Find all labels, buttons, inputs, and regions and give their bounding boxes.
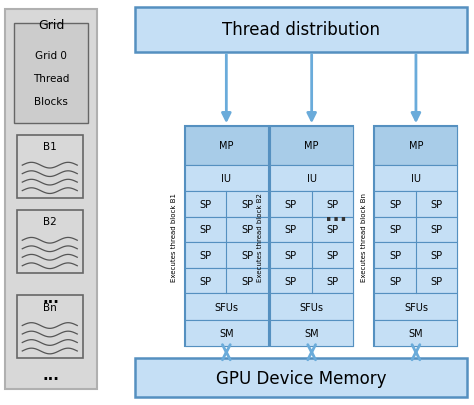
FancyBboxPatch shape xyxy=(374,127,457,346)
Text: SM: SM xyxy=(409,328,423,338)
FancyBboxPatch shape xyxy=(374,217,457,243)
Text: SP: SP xyxy=(326,276,338,286)
Text: Thread distribution: Thread distribution xyxy=(222,21,380,39)
Text: MP: MP xyxy=(409,141,423,151)
FancyBboxPatch shape xyxy=(185,127,268,346)
Text: SP: SP xyxy=(389,276,401,286)
FancyBboxPatch shape xyxy=(14,24,88,124)
Text: SFUs: SFUs xyxy=(300,302,324,312)
FancyBboxPatch shape xyxy=(374,294,457,320)
FancyBboxPatch shape xyxy=(135,358,467,397)
FancyBboxPatch shape xyxy=(270,127,353,346)
Text: SP: SP xyxy=(430,199,443,209)
Text: SP: SP xyxy=(430,276,443,286)
Text: SP: SP xyxy=(241,199,253,209)
Text: IU: IU xyxy=(307,173,317,183)
Text: ...: ... xyxy=(43,290,59,305)
FancyBboxPatch shape xyxy=(185,217,268,243)
Text: Executes thread block Bn: Executes thread block Bn xyxy=(361,192,367,281)
FancyBboxPatch shape xyxy=(135,8,467,53)
Text: SP: SP xyxy=(241,225,253,235)
FancyBboxPatch shape xyxy=(270,243,353,268)
FancyBboxPatch shape xyxy=(374,165,457,192)
Text: SP: SP xyxy=(200,250,212,260)
Text: Executes thread block B1: Executes thread block B1 xyxy=(172,192,177,281)
Text: SFUs: SFUs xyxy=(214,302,238,312)
FancyBboxPatch shape xyxy=(270,320,353,346)
FancyBboxPatch shape xyxy=(185,165,268,192)
Text: SP: SP xyxy=(326,225,338,235)
Text: SP: SP xyxy=(200,225,212,235)
FancyBboxPatch shape xyxy=(374,320,457,346)
FancyBboxPatch shape xyxy=(185,294,268,320)
FancyBboxPatch shape xyxy=(5,10,97,389)
FancyBboxPatch shape xyxy=(185,127,268,165)
FancyBboxPatch shape xyxy=(270,217,353,243)
Text: Thread: Thread xyxy=(33,74,69,84)
Text: SP: SP xyxy=(326,199,338,209)
Text: ...: ... xyxy=(43,367,59,382)
Text: MP: MP xyxy=(219,141,234,151)
FancyBboxPatch shape xyxy=(17,136,83,198)
FancyBboxPatch shape xyxy=(270,192,353,217)
Text: Grid: Grid xyxy=(38,19,64,32)
Text: SP: SP xyxy=(285,250,297,260)
Text: SP: SP xyxy=(389,225,401,235)
Text: ...: ... xyxy=(326,205,347,224)
Text: SP: SP xyxy=(430,225,443,235)
Text: SP: SP xyxy=(200,276,212,286)
FancyBboxPatch shape xyxy=(270,268,353,294)
Text: MP: MP xyxy=(304,141,319,151)
FancyBboxPatch shape xyxy=(374,268,457,294)
Text: SP: SP xyxy=(285,225,297,235)
Text: SM: SM xyxy=(219,328,234,338)
FancyBboxPatch shape xyxy=(17,296,83,358)
Text: SP: SP xyxy=(241,250,253,260)
FancyBboxPatch shape xyxy=(185,320,268,346)
Text: IU: IU xyxy=(411,173,421,183)
Text: SP: SP xyxy=(285,199,297,209)
Text: GPU Device Memory: GPU Device Memory xyxy=(216,369,386,387)
FancyBboxPatch shape xyxy=(185,192,268,217)
Text: SP: SP xyxy=(285,276,297,286)
Text: SFUs: SFUs xyxy=(404,302,428,312)
Text: SP: SP xyxy=(389,250,401,260)
Text: B2: B2 xyxy=(43,217,57,227)
Text: Executes thread block B2: Executes thread block B2 xyxy=(257,192,263,281)
Text: Grid 0: Grid 0 xyxy=(35,51,67,61)
Text: SP: SP xyxy=(241,276,253,286)
Text: SP: SP xyxy=(430,250,443,260)
FancyBboxPatch shape xyxy=(185,243,268,268)
FancyBboxPatch shape xyxy=(374,243,457,268)
Text: IU: IU xyxy=(221,173,231,183)
FancyBboxPatch shape xyxy=(270,127,353,165)
Text: B1: B1 xyxy=(43,142,57,152)
Text: SM: SM xyxy=(304,328,319,338)
Text: Bn: Bn xyxy=(43,302,57,312)
FancyBboxPatch shape xyxy=(185,268,268,294)
FancyBboxPatch shape xyxy=(270,294,353,320)
FancyBboxPatch shape xyxy=(374,127,457,165)
FancyBboxPatch shape xyxy=(374,192,457,217)
FancyBboxPatch shape xyxy=(270,165,353,192)
FancyBboxPatch shape xyxy=(17,211,83,273)
Text: SP: SP xyxy=(389,199,401,209)
Text: SP: SP xyxy=(200,199,212,209)
Text: SP: SP xyxy=(326,250,338,260)
Text: Blocks: Blocks xyxy=(34,97,68,107)
